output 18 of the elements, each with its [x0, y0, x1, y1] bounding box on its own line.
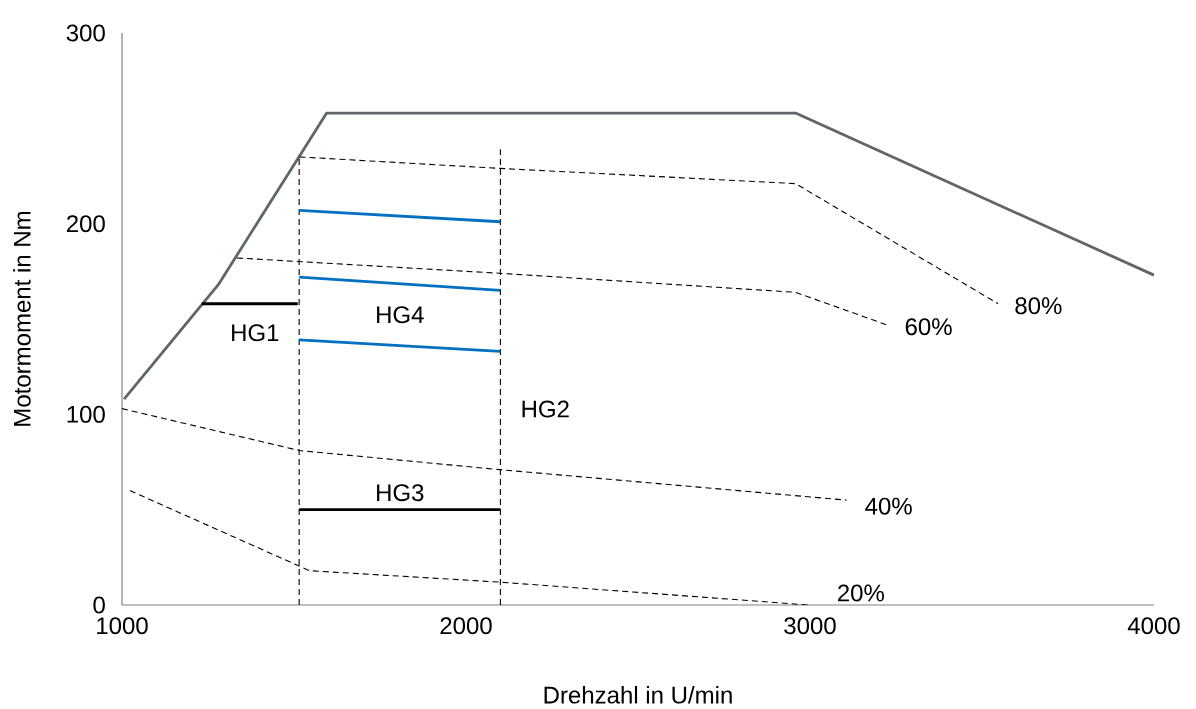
- series-label: HG3: [377, 484, 424, 502]
- x-tick-label: 1000: [97, 617, 148, 635]
- x-axis-title: Drehzahl in U/min: [544, 685, 732, 704]
- series-label: HG2: [522, 400, 569, 418]
- series-label: HG4: [377, 306, 424, 324]
- y-tick-label: 100: [67, 405, 105, 423]
- y-axis-title: Motormoment in Nm: [13, 211, 31, 426]
- series-label: 60%: [905, 318, 952, 336]
- x-tick-label: 2000: [440, 617, 492, 635]
- series-label: 40%: [865, 497, 912, 515]
- series-label: 20%: [838, 584, 884, 602]
- y-tick-label: 300: [66, 24, 105, 42]
- x-tick-label: 3000: [784, 617, 836, 635]
- y-tick-label: 200: [66, 215, 105, 233]
- series-label: HG1: [232, 324, 279, 342]
- y-tick-label: 0: [93, 596, 105, 614]
- x-tick-label: 4000: [1127, 617, 1180, 635]
- series-label: 80%: [1015, 297, 1062, 315]
